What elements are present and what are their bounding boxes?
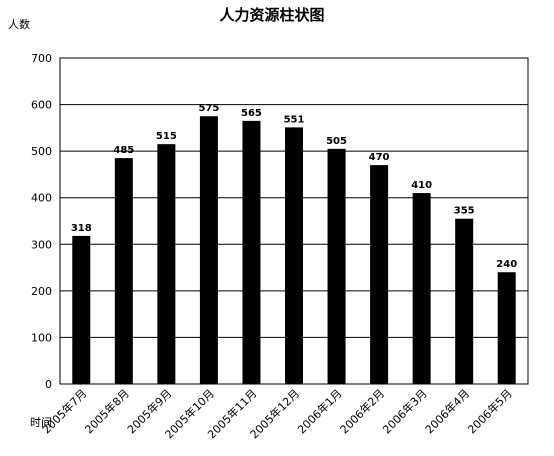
chart-title: 人力资源柱状图 [219,6,324,24]
value-label: 355 [454,206,475,217]
bar [72,235,91,384]
bar [157,144,176,384]
bar [114,158,133,384]
value-label: 551 [284,114,305,125]
x-tick-label: 2006年4月 [422,386,472,436]
bar [455,218,474,384]
value-label: 515 [156,131,177,142]
value-label: 485 [113,145,134,156]
y-tick-label: 600 [31,99,52,112]
x-tick-label: 2005年8月 [82,386,132,436]
y-tick-label: 400 [31,192,52,205]
x-axis-label: 时间 [30,416,52,429]
y-tick-label: 100 [31,331,52,344]
x-tick-label: 2006年3月 [380,386,430,436]
x-tick-label: 2006年2月 [337,386,387,436]
value-label: 505 [326,136,347,147]
y-tick-label: 500 [31,145,52,158]
y-tick-label: 200 [31,285,52,298]
value-label: 575 [198,103,219,114]
value-label: 565 [241,108,262,119]
bar [370,165,389,384]
bar [327,148,346,384]
bar [285,127,303,385]
bar [497,272,516,384]
bar [242,120,261,384]
y-axis-label: 人数 [8,18,30,31]
y-tick-label: 0 [45,378,52,391]
value-label: 240 [496,259,517,270]
bar [199,116,218,384]
value-label: 470 [369,152,390,163]
x-tick-label: 2005年7月 [39,386,89,436]
value-label: 318 [71,223,92,234]
x-tick-label: 2006年5月 [465,386,515,436]
y-tick-label: 700 [31,52,52,65]
value-label: 410 [411,180,432,191]
bar [412,193,431,384]
y-tick-label: 300 [31,238,52,251]
x-tick-label: 2006年1月 [294,386,344,436]
